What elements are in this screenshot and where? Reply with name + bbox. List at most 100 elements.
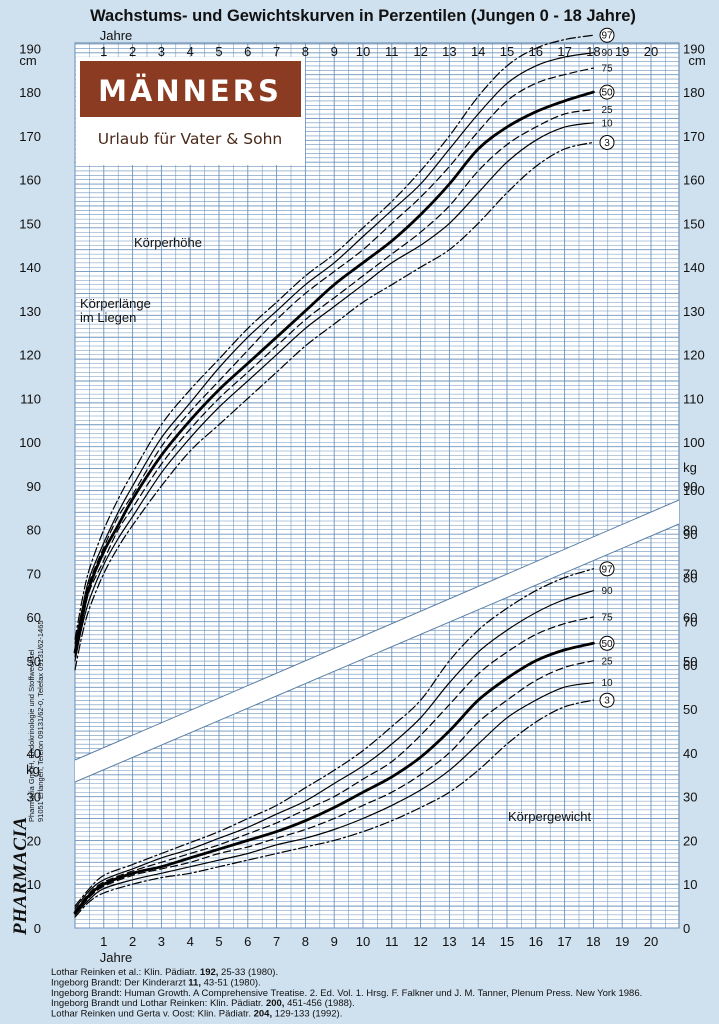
chart-grid	[74, 42, 680, 929]
bottom-age-tick: 20	[644, 934, 658, 949]
right-weight-tick: 0	[683, 921, 690, 936]
bottom-age-tick: 4	[187, 934, 194, 949]
right-weight-tick: 10	[683, 877, 697, 892]
percentile-label-97: 97	[601, 31, 613, 42]
percentile-label-50: 50	[601, 639, 613, 650]
weight-curve-p75	[74, 616, 594, 912]
bottom-age-tick: 8	[302, 934, 309, 949]
top-age-tick: 13	[442, 44, 456, 59]
bottom-age-tick: 2	[129, 934, 136, 949]
height-curve-p50	[73, 90, 595, 654]
top-age-tick: 9	[331, 44, 338, 59]
percentile-label-25: 25	[601, 105, 613, 116]
right-height-tick: 150	[683, 216, 705, 231]
top-age-tick: 16	[529, 44, 543, 59]
percentile-label-90: 90	[601, 48, 613, 59]
percentile-circle	[599, 692, 615, 708]
band-fill	[75, 500, 679, 782]
percentile-label-97: 97	[601, 564, 613, 575]
logo-red-panel	[80, 61, 301, 117]
bottom-age-tick: 14	[471, 934, 485, 949]
percentile-label-75: 75	[601, 613, 613, 624]
bottom-age-tick: 16	[529, 934, 543, 949]
right-height-tick: 70	[683, 566, 697, 581]
right-height-tick: 190	[683, 41, 705, 56]
reference-line: Ingeborg Brandt: Der Kinderarzt 11, 43-5…	[51, 977, 261, 988]
bottom-age-tick: 18	[586, 934, 600, 949]
top-age-tick: 4	[187, 44, 194, 59]
right-weight-tick: 70	[683, 614, 697, 629]
bottom-age-tick: 9	[331, 934, 338, 949]
plot-area	[74, 42, 680, 929]
right-weight-unit: kg	[683, 460, 697, 475]
height-curve-p97	[74, 34, 594, 640]
height-curve-p25	[74, 109, 594, 658]
height-label: Körperhöhe	[134, 235, 202, 250]
left-height-unit: cm	[19, 53, 36, 68]
right-height-tick: 80	[683, 523, 697, 538]
weight-curve-p3	[74, 699, 594, 918]
logo-name: MÄNNERS	[98, 74, 282, 108]
right-height-tick: 50	[683, 654, 697, 669]
left-height-tick: 90	[27, 479, 41, 494]
percentile-circle	[599, 561, 615, 577]
bottom-age-tick: 7	[273, 934, 280, 949]
percentile-label-50: 50	[601, 88, 613, 99]
right-weight-tick: 30	[683, 790, 697, 805]
percentile-circle	[599, 635, 615, 651]
pharmacia-address: Pharmacia GmbH, Endokrinologie und Stoff…	[27, 620, 45, 822]
bottom-age-tick: 3	[158, 934, 165, 949]
bottom-age-tick: 13	[442, 934, 456, 949]
height-curve-p3	[74, 141, 594, 671]
left-weight-tick: 10	[27, 877, 41, 892]
left-height-tick: 170	[19, 129, 41, 144]
percentile-label-25: 25	[601, 656, 613, 667]
top-age-tick: 6	[244, 44, 251, 59]
height-curve-p10	[74, 122, 594, 662]
bottom-age-tick: 19	[615, 934, 629, 949]
left-height-tick: 180	[19, 85, 41, 100]
bottom-age-label: Jahre	[100, 950, 133, 965]
top-age-label: Jahre	[100, 28, 133, 43]
bottom-age-tick: 6	[244, 934, 251, 949]
address-line1: Pharmacia GmbH, Endokrinologie und Stoff…	[27, 649, 36, 822]
pharmacia-brand: PHARMACIA	[10, 816, 31, 936]
bottom-age-tick: 5	[215, 934, 222, 949]
top-age-tick: 3	[158, 44, 165, 59]
right-height-tick: 170	[683, 129, 705, 144]
right-weight-tick: 80	[683, 571, 697, 586]
weight-curve-p97	[74, 568, 594, 907]
right-height-unit: cm	[688, 53, 705, 68]
right-weight-tick: 20	[683, 833, 697, 848]
bottom-age-tick: 10	[356, 934, 370, 949]
left-weight-tick: 40	[27, 746, 41, 761]
top-age-tick: 18	[586, 44, 600, 59]
right-weight-tick: 100	[683, 483, 705, 498]
left-height-tick: 140	[19, 260, 41, 275]
left-height-tick: 190	[19, 41, 41, 56]
right-weight-tick: 50	[683, 702, 697, 717]
top-age-tick: 14	[471, 44, 485, 59]
top-age-tick: 1	[100, 44, 107, 59]
left-height-tick: 120	[19, 348, 41, 363]
left-height-tick: 160	[19, 173, 41, 188]
top-age-tick: 5	[215, 44, 222, 59]
right-height-tick: 180	[683, 85, 705, 100]
left-height-tick: 150	[19, 216, 41, 231]
manners-logo[interactable]: MÄNNERS Urlaub für Vater & Sohn	[76, 57, 305, 165]
reference-line: Lothar Reinken et al.: Klin. Pädiatr. 19…	[51, 967, 278, 978]
left-weight-tick: 30	[27, 790, 41, 805]
left-height-tick: 80	[27, 523, 41, 538]
band-edge-bottom	[74, 523, 680, 783]
right-height-tick: 160	[683, 173, 705, 188]
percentile-circle	[599, 134, 615, 150]
weight-curve-p10	[74, 682, 594, 916]
right-height-tick: 120	[683, 348, 705, 363]
length-label-line1: Körperlänge	[80, 296, 151, 311]
left-weight-tick: 20	[27, 833, 41, 848]
reference-line: Lothar Reinken und Gerta v. Oost: Klin. …	[51, 1009, 342, 1020]
left-height-tick: 100	[19, 435, 41, 450]
percentile-labels: 97 90 75 50 25 10 3 97 90 75 50 25 10 3	[599, 27, 615, 708]
left-height-tick: 70	[27, 566, 41, 581]
